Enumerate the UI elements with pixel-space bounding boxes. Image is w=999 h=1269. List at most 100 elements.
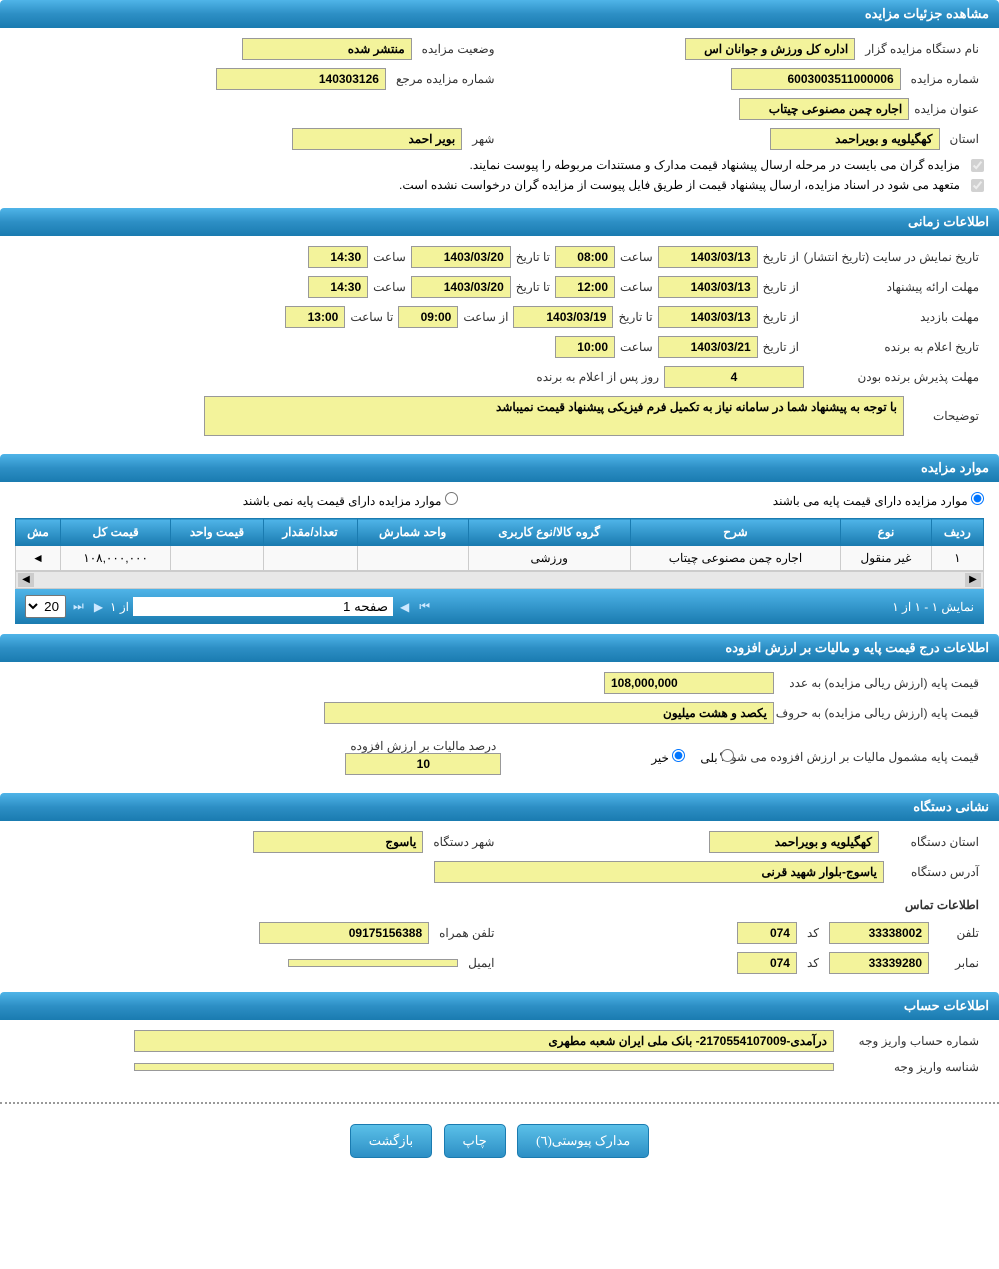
- province-label: استان: [945, 132, 984, 146]
- details-body: نام دستگاه مزایده گزار اداره کل ورزش و ج…: [0, 28, 999, 208]
- th-group: گروه کالا/نوع کاربری: [468, 519, 630, 546]
- title-label: عنوان مزایده: [909, 102, 984, 116]
- td-more[interactable]: ◄: [16, 546, 61, 571]
- publish-from-date: 1403/03/13: [658, 246, 758, 268]
- th-more: مش: [16, 519, 61, 546]
- section-header-details: مشاهده جزئیات مزایده: [0, 0, 999, 28]
- th-unit-price: قیمت واحد: [171, 519, 263, 546]
- proposal-to-date: 1403/03/20: [411, 276, 511, 298]
- visit-from-time: 09:00: [398, 306, 458, 328]
- vat-yes-text: بلی: [700, 751, 717, 765]
- publish-from-time: 08:00: [555, 246, 615, 268]
- proposal-label: مهلت ارائه پیشنهاد: [804, 280, 984, 294]
- from-date-label: از تاریخ: [758, 250, 804, 264]
- print-button[interactable]: چاپ: [444, 1124, 506, 1158]
- visit-to-time: 13:00: [285, 306, 345, 328]
- city-label: شهر: [467, 132, 499, 146]
- publish-to-time: 14:30: [308, 246, 368, 268]
- auction-num-label: شماره مزایده: [906, 72, 984, 86]
- time-label-4: ساعت: [368, 280, 411, 294]
- vat-no-label[interactable]: خیر: [651, 749, 685, 765]
- auction-num-field: 6003003511000006: [731, 68, 901, 90]
- section-header-account: اطلاعات حساب: [0, 992, 999, 1020]
- no-base-radio[interactable]: [445, 492, 458, 505]
- mobile-field: 09175156388: [259, 922, 429, 944]
- proposal-from-time: 12:00: [555, 276, 615, 298]
- winner-date: 1403/03/21: [658, 336, 758, 358]
- org-label: نام دستگاه مزایده گزار: [860, 42, 984, 56]
- time-body: تاریخ نمایش در سایت (تاریخ انتشار) از تا…: [0, 236, 999, 454]
- dev-province-label: استان دستگاه: [884, 835, 984, 849]
- proposal-from-date: 1403/03/13: [658, 276, 758, 298]
- ref-num-label: شماره مزایده مرجع: [391, 72, 500, 86]
- vat-percent-label: درصد مالیات بر ارزش افزوده: [345, 739, 501, 753]
- pager-last-icon[interactable]: ⏭: [70, 599, 87, 614]
- status-label: وضعیت مزایده: [417, 42, 500, 56]
- notes-label: توضیحات: [904, 409, 984, 423]
- has-base-text: موارد مزایده دارای قیمت پایه می باشند: [773, 494, 968, 508]
- account-label: شماره حساب واریز وجه: [834, 1034, 984, 1048]
- pager-display: نمایش ۱ - ۱ از ۱: [892, 600, 974, 614]
- scroll-right-icon[interactable]: ▶: [965, 573, 981, 587]
- ref-num-field: 140303126: [216, 68, 386, 90]
- address-body: استان دستگاه کهگیلویه و بویراحمد شهر دست…: [0, 821, 999, 992]
- th-desc: شرح: [630, 519, 841, 546]
- vat-yes-radio[interactable]: [721, 749, 734, 762]
- scroll-left-icon[interactable]: ◀: [18, 573, 34, 587]
- check2-label: متعهد می شود در اسناد مزایده، ارسال پیشن…: [399, 178, 960, 192]
- email-field: [288, 959, 458, 967]
- check1-label: مزایده گران می بایست در مرحله ارسال پیشن…: [470, 158, 960, 172]
- has-base-radio[interactable]: [971, 492, 984, 505]
- notes-field: با توجه به پیشنهاد شما در سامانه نیاز به…: [204, 396, 904, 436]
- base-num-field: 108,000,000: [604, 672, 774, 694]
- back-button[interactable]: بازگشت: [350, 1124, 432, 1158]
- time-label-3: ساعت: [615, 280, 658, 294]
- mobile-label: تلفن همراه: [434, 926, 499, 940]
- from-date-label-3: از تاریخ: [758, 310, 804, 324]
- section-header-time: اطلاعات زمانی: [0, 208, 999, 236]
- vat-yes-label[interactable]: بلی: [700, 749, 734, 765]
- td-num: ۱: [931, 546, 983, 571]
- section-header-address: نشانی دستگاه: [0, 793, 999, 821]
- account-field: درآمدی-2170554107009- بانک ملی ایران شعب…: [134, 1030, 834, 1052]
- accept-suffix: روز پس از اعلام به برنده: [531, 370, 664, 384]
- vat-no-radio[interactable]: [672, 749, 685, 762]
- dev-address-label: آدرس دستگاه: [884, 865, 984, 879]
- table-scrollbar[interactable]: ▶ ◀: [15, 571, 984, 589]
- winner-label: تاریخ اعلام به برنده: [804, 340, 984, 354]
- pager-first-icon[interactable]: ⏮: [416, 599, 433, 614]
- no-base-radio-label[interactable]: موارد مزایده دارای قیمت پایه نمی باشند: [243, 492, 458, 508]
- section-header-items: موارد مزایده: [0, 454, 999, 482]
- dev-address-field: یاسوج-بلوار شهید قرنی: [434, 861, 884, 883]
- phone-code-label: کد: [802, 926, 824, 940]
- attachments-button[interactable]: مدارک پیوستی(٦): [517, 1124, 649, 1158]
- pager-next-icon[interactable]: ▶: [91, 600, 106, 614]
- table-header-row: ردیف نوع شرح گروه کالا/نوع کاربری واحد ش…: [16, 519, 984, 546]
- items-table: ردیف نوع شرح گروه کالا/نوع کاربری واحد ش…: [15, 518, 984, 571]
- to-time-label: تا ساعت: [345, 310, 398, 324]
- time-label-2: ساعت: [368, 250, 411, 264]
- contact-title: اطلاعات تماس: [15, 898, 984, 912]
- pager-page-input[interactable]: [133, 597, 393, 616]
- city-field: بویر احمد: [292, 128, 462, 150]
- to-date-label-1: تا تاریخ: [511, 250, 555, 264]
- visit-from-date: 1403/03/13: [658, 306, 758, 328]
- section-header-price: اطلاعات درج قیمت پایه و مالیات بر ارزش ا…: [0, 634, 999, 662]
- from-date-label-4: از تاریخ: [758, 340, 804, 354]
- check2-checkbox: [971, 179, 984, 192]
- status-field: منتشر شده: [242, 38, 412, 60]
- pager: ⏮ ◀ از ١ ▶ ⏭ 20: [25, 595, 433, 618]
- has-base-radio-label[interactable]: موارد مزایده دارای قیمت پایه می باشند: [773, 492, 984, 508]
- check1-checkbox: [971, 159, 984, 172]
- pager-size-select[interactable]: 20: [25, 595, 66, 618]
- vat-question-label: قیمت پایه مشمول مالیات بر ارزش افزوده می…: [734, 750, 984, 764]
- time-label-1: ساعت: [615, 250, 658, 264]
- pager-prev-icon[interactable]: ◀: [397, 600, 412, 614]
- accept-label: مهلت پذیرش برنده بودن: [804, 370, 984, 384]
- base-num-label: قیمت پایه (ارزش ریالی مزایده) به عدد: [774, 676, 984, 690]
- to-date-label-3: تا تاریخ: [613, 310, 657, 324]
- time-label-5: ساعت: [615, 340, 658, 354]
- td-qty: [263, 546, 357, 571]
- table-footer: نمایش ۱ - ۱ از ۱ ⏮ ◀ از ١ ▶ ⏭ 20: [15, 589, 984, 624]
- dev-province-field: کهگیلویه و بویراحمد: [709, 831, 879, 853]
